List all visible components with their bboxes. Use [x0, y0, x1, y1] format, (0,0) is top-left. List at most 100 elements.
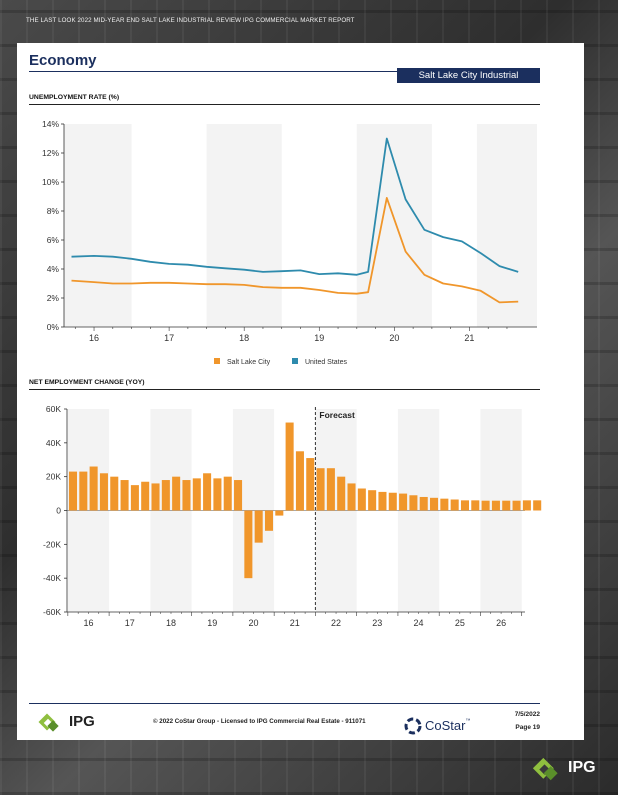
employment-bar: [285, 422, 294, 511]
employment-bar: [399, 493, 408, 511]
x-tick-label: 19: [314, 333, 324, 343]
x-tick-label: 16: [83, 618, 93, 628]
ipg-wordmark: IPG: [69, 713, 95, 730]
x-tick-label: 16: [89, 333, 99, 343]
employment-bar: [460, 500, 470, 511]
employment-chart-title: NET EMPLOYMENT CHANGE (YOY): [29, 379, 145, 386]
report-page: Economy Salt Lake City Industrial UNEMPL…: [17, 43, 584, 740]
employment-bar: [316, 468, 325, 511]
employment-bar: [306, 458, 315, 511]
y-tick-label: 10%: [42, 177, 59, 187]
y-tick-label: 60K: [46, 404, 61, 414]
employment-bar: [99, 473, 108, 511]
employment-bar: [68, 471, 78, 511]
legend-label: Salt Lake City: [227, 359, 271, 366]
employment-bar: [533, 500, 542, 511]
y-tick-label: 12%: [42, 148, 59, 158]
employment-bar: [419, 496, 428, 511]
y-tick-label: 4%: [47, 264, 60, 274]
employment-bar: [440, 498, 449, 511]
footer-divider: [29, 703, 540, 704]
x-tick-label: 26: [496, 618, 506, 628]
employment-bar: [409, 495, 418, 511]
employment-bar: [110, 476, 119, 511]
title-divider: [29, 71, 540, 72]
ipg-logo-icon: [38, 713, 59, 732]
year-band: [206, 124, 282, 327]
report-header: THE LAST LOOK 2022 MID-YEAR END SALT LAK…: [26, 17, 355, 24]
employment-bar: [79, 471, 88, 511]
employment-bar: [264, 510, 274, 531]
employment-bar: [347, 483, 356, 511]
y-tick-label: 2%: [47, 293, 60, 303]
y-tick-label: 14%: [42, 119, 59, 129]
y-tick-label: -40K: [43, 573, 61, 583]
salt-lake-city-line: [71, 196, 519, 304]
employment-bar: [491, 500, 500, 511]
costar-logo-icon: [404, 717, 422, 735]
year-band: [476, 124, 537, 327]
x-tick-label: 20: [389, 333, 399, 343]
market-badge: Salt Lake City Industrial: [397, 68, 540, 83]
employment-bar: [244, 510, 253, 579]
employment-bar: [368, 490, 377, 511]
employment-bar: [254, 510, 263, 543]
employment-bar: [275, 510, 284, 516]
united-states-line: [71, 137, 519, 276]
employment-bar: [512, 500, 521, 511]
employment-bar: [151, 483, 160, 511]
x-tick-label: 18: [239, 333, 249, 343]
employment-bar: [337, 476, 346, 511]
employment-bar: [378, 491, 387, 511]
copyright-text: © 2022 CoStar Group - Licensed to IPG Co…: [153, 718, 366, 725]
employment-chart-divider: [29, 389, 540, 390]
y-tick-label: 20K: [46, 472, 61, 482]
x-tick-label: 17: [125, 618, 135, 628]
x-tick-label: 18: [166, 618, 176, 628]
y-tick-label: -60K: [43, 607, 61, 617]
costar-wordmark: CoStar™: [425, 718, 471, 733]
page-title: Economy: [29, 52, 97, 69]
year-band: [356, 124, 432, 327]
employment-bar: [388, 492, 397, 511]
y-tick-label: 40K: [46, 438, 61, 448]
employment-bar: [172, 476, 181, 511]
ipg-corner-logo-icon: [532, 757, 558, 781]
employment-bar: [295, 451, 304, 511]
employment-bar: [203, 473, 212, 511]
y-tick-label: -20K: [43, 539, 61, 549]
year-band: [64, 124, 132, 327]
employment-bar: [234, 480, 243, 511]
x-tick-label: 24: [414, 618, 424, 628]
y-tick-label: 6%: [47, 235, 60, 245]
employment-bar: [481, 500, 490, 511]
legend-label: United States: [305, 359, 348, 366]
employment-bar: [89, 466, 98, 511]
ipg-corner-wordmark: IPG: [568, 759, 596, 776]
unemployment-chart-divider: [29, 104, 540, 105]
employment-bar: [326, 468, 335, 511]
report-date: 7/5/2022: [514, 711, 540, 718]
employment-bar: [357, 488, 366, 511]
x-tick-label: 17: [164, 333, 174, 343]
employment-bar: [522, 500, 531, 511]
legend-swatch: [214, 358, 220, 364]
y-tick-label: 0: [56, 506, 61, 516]
employment-bar: [192, 478, 201, 511]
y-tick-label: 8%: [47, 206, 60, 216]
employment-bar: [450, 499, 459, 511]
net-employment-chart: -60K -40K -20K 0 20K 40K 60K 16 17 18 19 20 21 22 23 24…: [43, 404, 542, 628]
employment-bar: [471, 500, 480, 511]
employment-bar: [161, 480, 170, 511]
forecast-label: Forecast: [319, 410, 355, 420]
x-tick-label: 22: [331, 618, 341, 628]
employment-bar: [430, 497, 439, 511]
employment-bar: [130, 485, 139, 511]
employment-bar: [223, 476, 232, 511]
employment-bar: [120, 480, 129, 511]
x-tick-label: 20: [249, 618, 259, 628]
employment-bar: [502, 500, 511, 511]
page-number: Page 19: [515, 724, 540, 731]
x-tick-label: 21: [290, 618, 300, 628]
x-tick-label: 21: [464, 333, 474, 343]
